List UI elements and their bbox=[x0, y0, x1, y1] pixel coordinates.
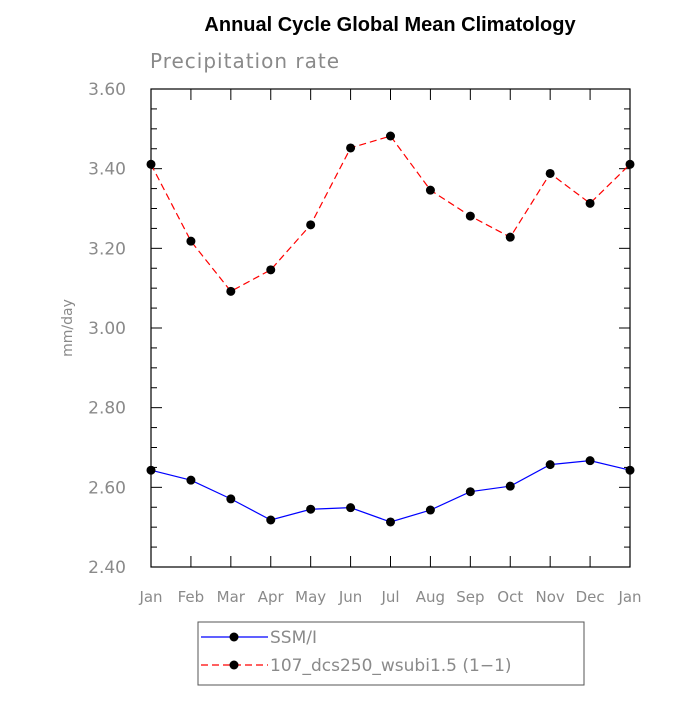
x-tick-label: Jul bbox=[380, 588, 399, 606]
y-tick-label: 3.40 bbox=[88, 160, 126, 180]
y-tick-label: 3.60 bbox=[88, 80, 126, 100]
data-point-series-0 bbox=[545, 460, 555, 470]
data-point-series-1 bbox=[186, 236, 196, 246]
data-point-series-1 bbox=[505, 232, 515, 242]
data-point-series-0 bbox=[186, 475, 196, 485]
data-point-series-1 bbox=[146, 159, 156, 169]
series-layer bbox=[146, 131, 635, 527]
y-tick-label: 2.80 bbox=[88, 399, 126, 419]
chart-title: Annual Cycle Global Mean Climatology bbox=[204, 14, 576, 36]
y-tick-label: 2.60 bbox=[88, 478, 126, 498]
data-point-series-1 bbox=[625, 159, 635, 169]
x-tick-label: Jan bbox=[617, 588, 641, 606]
data-point-series-0 bbox=[346, 503, 356, 513]
data-point-series-1 bbox=[585, 198, 595, 208]
x-tick-label: Aug bbox=[416, 588, 445, 606]
chart-subtitle: Precipitation rate bbox=[150, 49, 340, 73]
legend: SSM/I 107_dcs250_wsubi1.5 (1−1) bbox=[197, 621, 585, 686]
y-tick-label: 3.00 bbox=[88, 319, 126, 339]
data-point-series-0 bbox=[625, 465, 635, 475]
x-tick-label: Oct bbox=[497, 588, 523, 606]
series-line-0 bbox=[150, 460, 631, 523]
y-axis-ticks: 2.40 2.60 2.80 3.00 3.20 3.40 3.60 bbox=[88, 80, 630, 578]
data-point-series-1 bbox=[425, 185, 435, 195]
x-tick-label: Sep bbox=[456, 588, 484, 606]
data-point-series-1 bbox=[545, 168, 555, 178]
x-tick-label: May bbox=[295, 588, 326, 606]
series-line-1 bbox=[150, 135, 631, 293]
legend-label-series-0: SSM/I bbox=[270, 628, 317, 648]
x-tick-label: Dec bbox=[576, 588, 605, 606]
data-point-series-1 bbox=[346, 143, 356, 153]
data-point-series-0 bbox=[425, 505, 435, 515]
data-point-series-0 bbox=[585, 456, 595, 466]
data-point-series-1 bbox=[465, 211, 475, 221]
data-point-series-1 bbox=[386, 131, 395, 141]
legend-box bbox=[197, 621, 585, 686]
data-point-series-0 bbox=[266, 515, 276, 525]
y-tick-label: 3.20 bbox=[88, 239, 126, 259]
y-axis-label: mm/day bbox=[60, 299, 76, 357]
legend-marker-series-0 bbox=[229, 632, 239, 642]
x-tick-label: Nov bbox=[536, 588, 565, 606]
x-tick-label: Jun bbox=[338, 588, 362, 606]
data-point-series-1 bbox=[306, 220, 316, 230]
x-axis-ticks: Jan Feb Mar Apr May Jun Jul Aug Sep Oct Nov Dec Jan bbox=[138, 89, 642, 606]
legend-label-series-1: 107_dcs250_wsubi1.5 (1−1) bbox=[270, 656, 512, 676]
x-tick-label: Feb bbox=[178, 588, 205, 606]
data-point-series-0 bbox=[306, 504, 316, 514]
x-tick-label: Apr bbox=[258, 588, 285, 606]
data-point-series-0 bbox=[465, 487, 475, 497]
data-point-series-0 bbox=[505, 481, 515, 491]
x-tick-label: Jan bbox=[138, 588, 162, 606]
x-tick-label: Mar bbox=[217, 588, 246, 606]
data-point-series-0 bbox=[386, 517, 395, 527]
data-point-series-1 bbox=[226, 286, 236, 296]
legend-marker-series-1 bbox=[229, 660, 239, 670]
y-tick-label: 2.40 bbox=[88, 558, 126, 578]
data-point-series-0 bbox=[146, 465, 156, 475]
data-point-series-1 bbox=[266, 265, 276, 275]
data-point-series-0 bbox=[226, 494, 236, 504]
